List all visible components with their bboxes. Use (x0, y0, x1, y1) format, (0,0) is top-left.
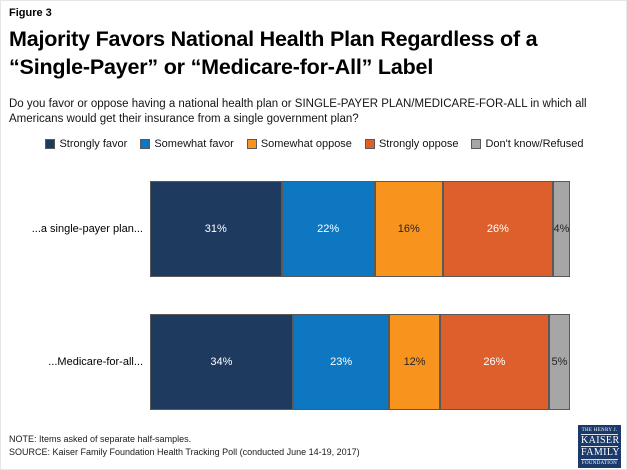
legend-label: Somewhat favor (154, 138, 234, 150)
logo-line-3: FAMILY (581, 447, 620, 460)
legend-item: Don't know/Refused (471, 138, 584, 150)
bar-segment: 31% (150, 181, 282, 277)
bar-segment: 26% (442, 181, 553, 277)
legend-label: Don't know/Refused (485, 138, 584, 150)
legend-item: Strongly favor (45, 138, 127, 150)
legend-label: Strongly favor (59, 138, 128, 150)
legend-swatch (246, 139, 257, 149)
legend-swatch (364, 139, 375, 149)
chart: ...a single-payer plan... 31% 22% 16% 26% 4%.… (1, 181, 626, 447)
logo-line-1: THE HENRY J. (581, 427, 618, 435)
bar-category-label: ...a single-payer plan... (31, 223, 143, 235)
source-text: SOURCE: Kaiser Family Foundation Health … (9, 446, 360, 457)
legend-swatch (471, 139, 482, 149)
figure-number: Figure 3 (9, 7, 52, 19)
legend-item: Strongly oppose (364, 138, 459, 150)
legend-swatch (45, 139, 56, 149)
stacked-bar: 34% 23% 12% 26% 5% (150, 314, 570, 410)
bar-segment: 4% (553, 181, 570, 277)
kaiser-family-foundation-logo: THE HENRY J. KAISER FAMILY FOUNDATION (578, 425, 621, 468)
logo-line-2: KAISER (581, 434, 620, 447)
stacked-bar: 31% 22% 16% 26% 4% (150, 181, 570, 277)
bar-segment: 16% (374, 181, 443, 277)
bar-row: ...Medicare-for-all... 34% 23% 12% 26% 5% (1, 314, 626, 410)
legend-item: Somewhat favor (140, 138, 234, 150)
legend-swatch (140, 139, 151, 149)
bar-segment: 5% (548, 314, 570, 410)
survey-question: Do you favor or oppose having a national… (9, 98, 587, 125)
chart-title: Majority Favors National Health Plan Reg… (9, 27, 538, 79)
legend-item: Somewhat oppose (246, 138, 352, 150)
legend: Strongly favor Somewhat favor Somewhat opp… (1, 138, 626, 150)
bar-segment: 34% (150, 314, 293, 410)
legend-label: Strongly oppose (378, 138, 459, 150)
bar-segment: 22% (281, 181, 375, 277)
bar-segment: 23% (292, 314, 390, 410)
bar-category-label: ...Medicare-for-all... (48, 356, 143, 368)
bar-segment: 12% (389, 314, 440, 410)
footer-notes: NOTE: Items asked of separate half-sampl… (9, 433, 360, 458)
note-text: NOTE: Items asked of separate half-sampl… (9, 434, 192, 444)
bar-segment: 26% (439, 314, 549, 410)
bar-row: ...a single-payer plan... 31% 22% 16% 26% 4% (1, 181, 626, 277)
logo-line-4: FOUNDATION (581, 460, 618, 466)
legend-label: Somewhat oppose (260, 138, 352, 150)
